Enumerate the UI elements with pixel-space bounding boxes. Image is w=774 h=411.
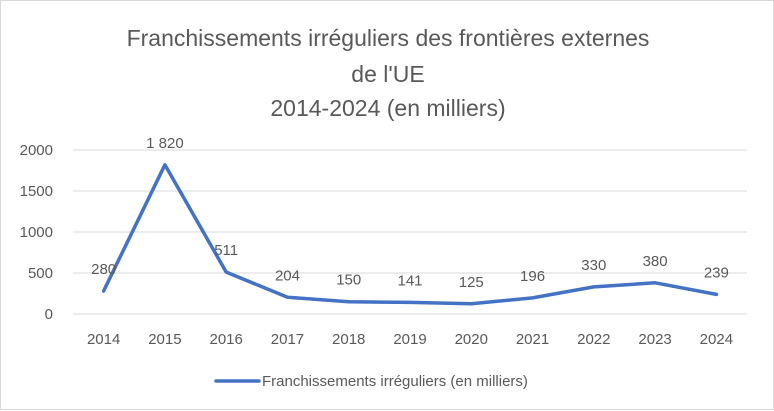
y-tick-label: 500 — [28, 265, 53, 282]
x-tick-label: 2021 — [516, 331, 549, 348]
data-label: 239 — [704, 264, 729, 281]
x-tick-label: 2024 — [700, 331, 733, 348]
x-tick-label: 2015 — [148, 331, 181, 348]
x-tick-label: 2020 — [455, 331, 488, 348]
y-tick-label: 1500 — [20, 183, 53, 200]
x-tick-label: 2022 — [577, 331, 610, 348]
data-labels: 280 1 820 511 204 150 141 125 196 330 380 239 — [91, 135, 729, 291]
gridlines — [73, 149, 747, 315]
x-tick-label: 2016 — [209, 331, 242, 348]
y-tick-label: 0 — [45, 306, 53, 323]
data-label: 125 — [459, 274, 484, 291]
series-line — [101, 163, 719, 306]
y-axis-ticks: 0 500 1000 1500 2000 — [20, 142, 53, 323]
data-label: 280 — [91, 261, 116, 278]
y-tick-label: 2000 — [20, 142, 53, 159]
x-tick-label: 2018 — [332, 331, 365, 348]
data-label: 511 — [214, 242, 238, 259]
y-tick-label: 1000 — [20, 224, 53, 241]
legend: Franchissements irréguliers (en milliers… — [214, 373, 528, 390]
data-label: 1 820 — [146, 135, 184, 152]
x-tick-label: 2019 — [393, 331, 426, 348]
x-tick-label: 2023 — [638, 331, 671, 348]
data-label: 141 — [397, 272, 422, 289]
chart-title-line-1: Franchissements irréguliers des frontièr… — [126, 25, 650, 51]
x-axis-ticks: 2014 2015 2016 2017 2018 2019 2020 2021 2022 2023… — [87, 331, 733, 348]
chart-title-line-3: 2014-2024 (en milliers) — [270, 95, 506, 121]
data-label: 380 — [643, 253, 668, 270]
data-label: 150 — [336, 272, 361, 289]
data-label: 330 — [581, 257, 606, 274]
data-label: 196 — [520, 268, 545, 285]
legend-label: Franchissements irréguliers (en milliers… — [262, 373, 528, 390]
x-tick-label: 2014 — [87, 331, 120, 348]
x-tick-label: 2017 — [271, 331, 304, 348]
data-label: 204 — [275, 267, 300, 284]
chart-title-line-2: de l'UE — [351, 61, 425, 87]
